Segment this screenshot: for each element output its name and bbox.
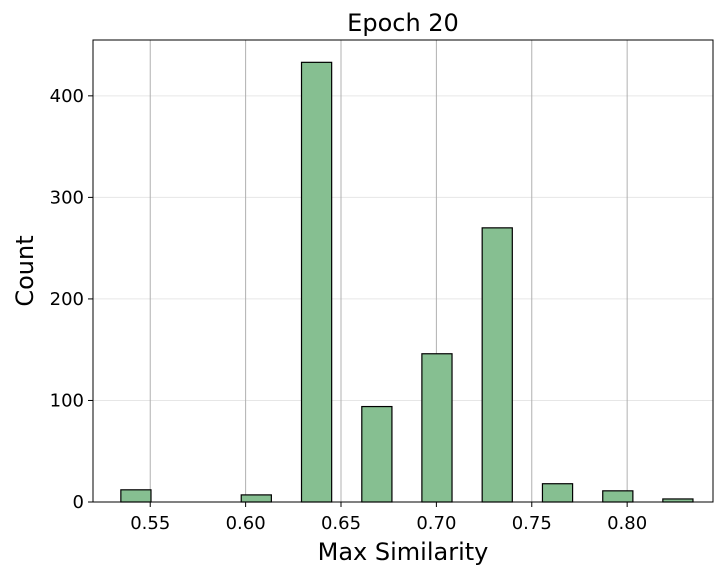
histogram-bar	[421, 353, 453, 503]
histogram-bar	[602, 490, 634, 503]
tick-layer: 0.55 0.60 0.65 0.70 0.75 0.80 0 100 200 300 400	[50, 86, 648, 534]
x-tick-label: 0.60	[226, 513, 266, 534]
histogram-bar	[481, 227, 513, 503]
y-tick-label: 0	[73, 492, 84, 513]
y-tick-label: 100	[50, 390, 84, 411]
x-tick-label: 0.65	[321, 513, 361, 534]
chart-title: Epoch 20	[347, 9, 459, 37]
bar-layer	[120, 61, 694, 503]
histogram-bar	[541, 483, 574, 503]
x-tick-label: 0.75	[512, 513, 552, 534]
x-tick-label: 0.80	[607, 513, 647, 534]
y-axis-label: Count	[11, 235, 39, 306]
x-axis-label: Max Similarity	[318, 538, 489, 566]
histogram-bar	[240, 494, 272, 503]
plot-frame	[92, 39, 714, 503]
y-tick-label: 400	[50, 86, 84, 107]
histogram-bar	[120, 489, 152, 503]
grid-layer	[93, 40, 713, 503]
x-tick-label: 0.70	[416, 513, 456, 534]
y-tick-label: 200	[50, 289, 84, 310]
x-tick-label: 0.55	[130, 513, 170, 534]
y-tick-label: 300	[50, 187, 84, 208]
histogram-bar	[300, 61, 333, 503]
histogram-bar	[361, 405, 393, 503]
